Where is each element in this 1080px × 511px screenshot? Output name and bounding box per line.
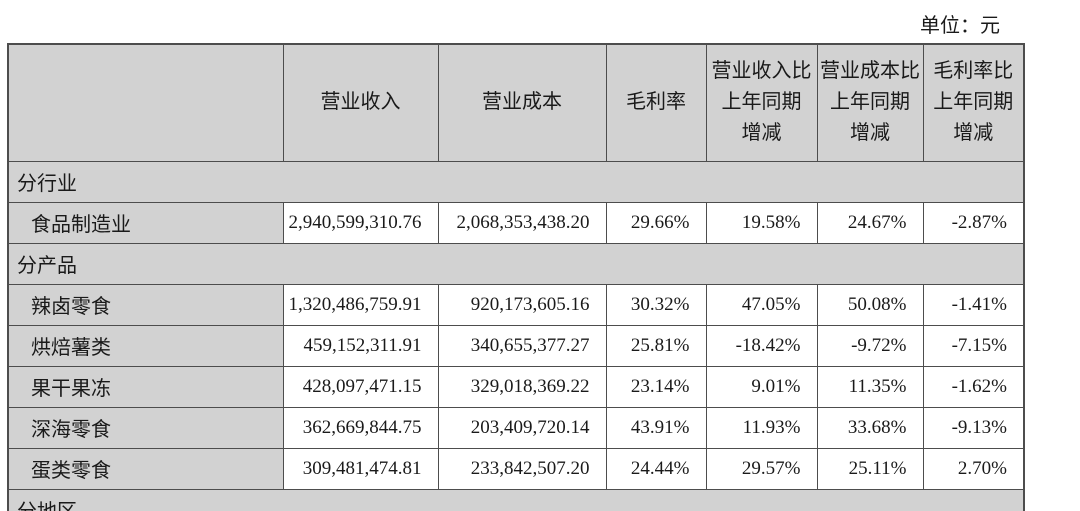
cell-margin-yoy: -2.87% [922,201,1025,244]
table-row-food-manufacturing: 食品制造业 2,940,599,310.76 2,068,353,438.20 … [7,201,1025,244]
column-header-operating-cost: 营业成本 [437,43,607,162]
header-line: 增减 [741,122,782,145]
cell-gross-margin: 30.32% [605,283,707,326]
header-line: 增减 [953,122,994,145]
table-row-dried-fruit-jelly: 果干果冻 428,097,471.15 329,018,369.22 23.14… [7,365,1025,408]
cell-margin-yoy: -1.41% [922,283,1025,326]
header-line: 毛利率 [626,91,686,114]
cell-gross-margin: 25.81% [605,324,707,367]
row-label: 蛋类零食 [7,447,284,490]
section-row-by-product: 分产品 [7,242,1025,285]
column-header-operating-revenue: 营业收入 [282,43,439,162]
cell-revenue-yoy: 47.05% [705,283,818,326]
header-line: 上年同期 [830,91,910,114]
column-header-gross-margin: 毛利率 [605,43,707,162]
header-line: 营业收入比 [711,60,812,83]
cell-operating-cost: 233,842,507.20 [437,447,607,490]
cell-operating-revenue: 428,097,471.15 [282,365,439,408]
cell-cost-yoy: 25.11% [816,447,924,490]
section-row-by-industry: 分行业 [7,160,1025,203]
revenue-cost-margin-table: 营业收入 营业成本 毛利率 营业收入比 上年同期 增减 营业成本比 上年同期 增… [7,43,1025,511]
cell-operating-cost: 920,173,605.16 [437,283,607,326]
cell-gross-margin: 24.44% [605,447,707,490]
column-header-cost-yoy-change: 营业成本比 上年同期 增减 [816,43,924,162]
row-label: 辣卤零食 [7,283,284,326]
cell-cost-yoy: 33.68% [816,406,924,449]
row-label: 烘焙薯类 [7,324,284,367]
header-line: 上年同期 [933,91,1014,114]
cell-margin-yoy: 2.70% [922,447,1025,490]
cell-gross-margin: 23.14% [605,365,707,408]
cell-margin-yoy: -9.13% [922,406,1025,449]
header-line: 营业成本比 [820,60,920,83]
cell-operating-revenue: 362,669,844.75 [282,406,439,449]
cell-revenue-yoy: 11.93% [705,406,818,449]
column-header-margin-yoy-change: 毛利率比 上年同期 增减 [922,43,1025,162]
cell-operating-cost: 329,018,369.22 [437,365,607,408]
cell-margin-yoy: -7.15% [922,324,1025,367]
column-header-blank [7,43,284,162]
cell-cost-yoy: 50.08% [816,283,924,326]
cell-gross-margin: 29.66% [605,201,707,244]
header-line: 毛利率比 [933,60,1014,83]
cell-revenue-yoy: 9.01% [705,365,818,408]
header-row: 营业收入 营业成本 毛利率 营业收入比 上年同期 增减 营业成本比 上年同期 增… [7,43,1025,162]
cell-operating-revenue: 2,940,599,310.76 [282,201,439,244]
header-line: 上年同期 [721,91,802,114]
cell-operating-revenue: 1,320,486,759.91 [282,283,439,326]
section-label: 分地区 [7,488,1025,511]
cell-cost-yoy: 24.67% [816,201,924,244]
cell-gross-margin: 43.91% [605,406,707,449]
row-label: 果干果冻 [7,365,284,408]
header-line: 营业成本 [482,91,562,114]
cell-revenue-yoy: 29.57% [705,447,818,490]
cell-revenue-yoy: -18.42% [705,324,818,367]
cell-cost-yoy: 11.35% [816,365,924,408]
row-label: 深海零食 [7,406,284,449]
unit-label: 单位：元 [920,15,1000,37]
cell-cost-yoy: -9.72% [816,324,924,367]
cell-operating-cost: 2,068,353,438.20 [437,201,607,244]
header-line: 增减 [850,122,890,145]
section-label: 分行业 [7,160,1025,203]
cell-operating-revenue: 459,152,311.91 [282,324,439,367]
cell-margin-yoy: -1.62% [922,365,1025,408]
table-row-spicy-braised-snacks: 辣卤零食 1,320,486,759.91 920,173,605.16 30.… [7,283,1025,326]
table-row-egg-snacks: 蛋类零食 309,481,474.81 233,842,507.20 24.44… [7,447,1025,490]
cell-operating-cost: 203,409,720.14 [437,406,607,449]
cell-operating-cost: 340,655,377.27 [437,324,607,367]
row-label: 食品制造业 [7,201,284,244]
section-row-by-region-partial: 分地区 [7,488,1025,511]
table-row-deep-sea-snacks: 深海零食 362,669,844.75 203,409,720.14 43.91… [7,406,1025,449]
header-line: 营业收入 [320,91,401,114]
table-row-baked-potato-snacks: 烘焙薯类 459,152,311.91 340,655,377.27 25.81… [7,324,1025,367]
cell-operating-revenue: 309,481,474.81 [282,447,439,490]
section-label: 分产品 [7,242,1025,285]
cell-revenue-yoy: 19.58% [705,201,818,244]
column-header-revenue-yoy-change: 营业收入比 上年同期 增减 [705,43,818,162]
